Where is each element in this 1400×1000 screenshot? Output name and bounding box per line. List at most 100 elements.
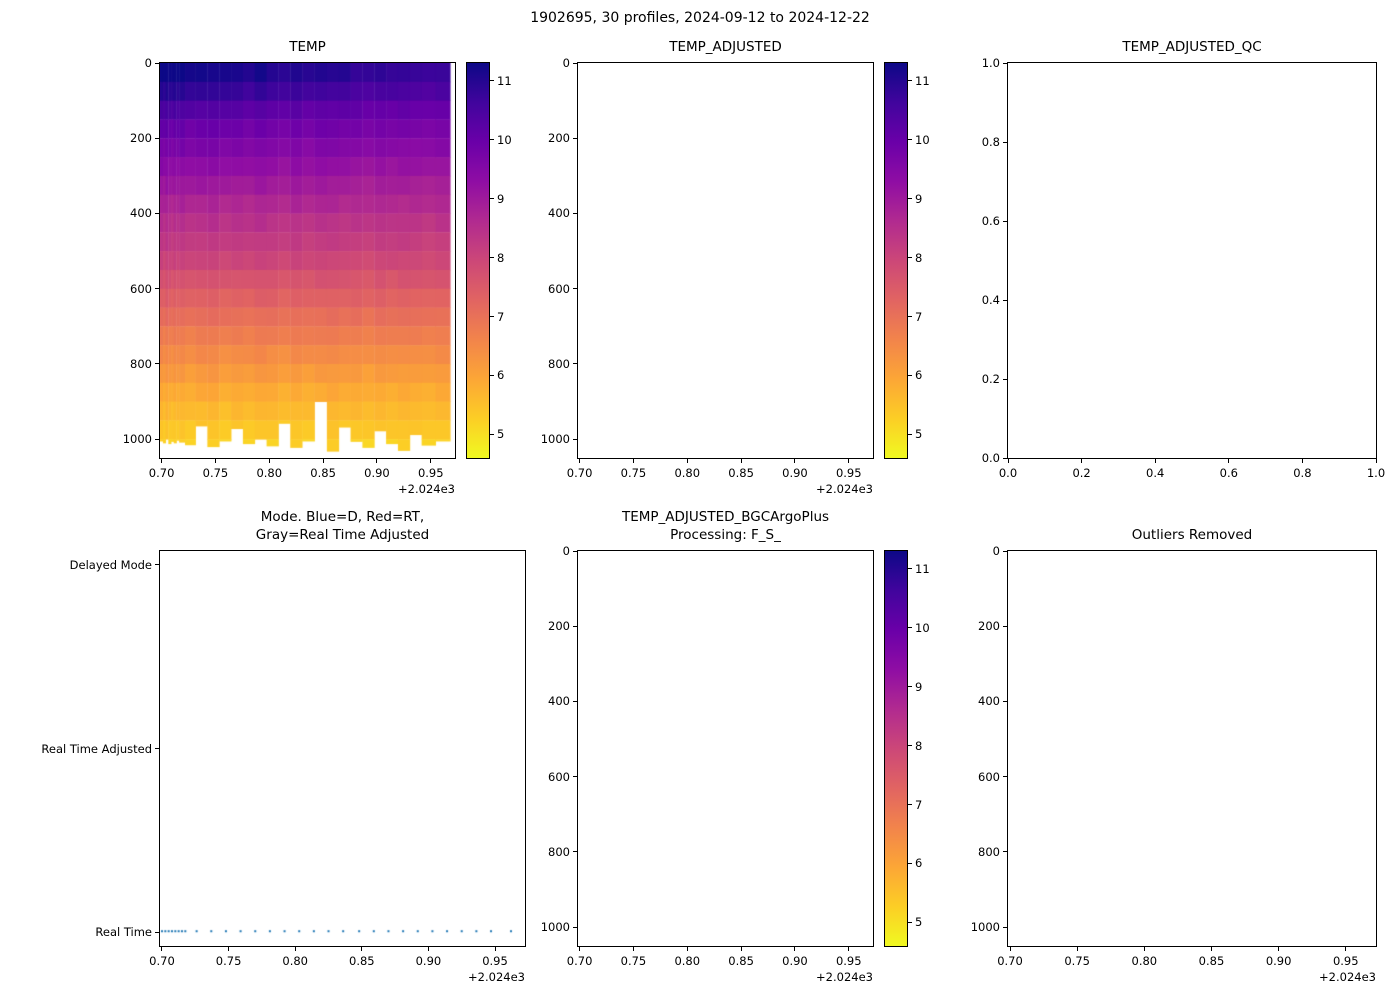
x-tick-label: 0.80 <box>1131 954 1158 968</box>
subplot-title-temp: TEMP <box>289 39 326 56</box>
y-tick-label: Delayed Mode <box>69 557 152 572</box>
y-tick-label: 0 <box>562 544 570 558</box>
colorbar <box>466 62 490 459</box>
x-tick <box>494 947 496 951</box>
colorbar-tick <box>908 921 912 923</box>
x-tick <box>632 947 634 951</box>
colorbar-tick <box>908 862 912 864</box>
x-tick <box>848 947 850 951</box>
colorbar <box>884 550 908 947</box>
x-tick-label: 0.85 <box>728 466 754 480</box>
y-tick <box>573 137 577 139</box>
y-tick-label: 600 <box>548 769 570 784</box>
x-tick <box>268 459 270 463</box>
y-tick <box>155 212 159 214</box>
colorbar-tick <box>908 374 912 376</box>
colorbar-tick <box>490 198 494 200</box>
x-tick <box>161 459 163 463</box>
x-tick <box>1154 459 1156 463</box>
figure-suptitle: 1902695, 30 profiles, 2024-09-12 to 2024… <box>530 10 870 26</box>
colorbar-tick-label: 11 <box>497 73 512 88</box>
x-tick-label: 0.70 <box>566 466 593 480</box>
x-tick <box>740 459 742 463</box>
x-tick <box>228 947 230 951</box>
colorbar-tick <box>908 745 912 747</box>
x-axis-offset-label: +2.024e3 <box>816 970 873 984</box>
y-tick-label: 600 <box>130 281 152 296</box>
x-tick <box>1076 947 1078 951</box>
y-tick-label: 0 <box>562 56 570 70</box>
y-tick <box>573 776 577 778</box>
y-tick-label: Real Time <box>95 925 152 940</box>
y-tick <box>155 438 159 440</box>
x-tick <box>740 947 742 951</box>
y-tick <box>155 137 159 139</box>
x-tick-label: 0.75 <box>620 954 647 968</box>
x-tick <box>430 459 432 463</box>
y-tick <box>1003 378 1007 380</box>
colorbar-tick-label: 7 <box>497 309 505 324</box>
colorbar-tick-label: 7 <box>915 309 923 324</box>
x-tick <box>1375 459 1377 463</box>
y-tick <box>1003 220 1007 222</box>
mode-scatter-canvas <box>160 551 525 946</box>
y-tick <box>1003 141 1007 143</box>
y-tick-label: 800 <box>548 356 570 371</box>
x-tick-label: 0.70 <box>148 466 175 480</box>
temp-heatmap-canvas <box>160 63 455 458</box>
colorbar-tick-label: 8 <box>915 250 923 265</box>
x-tick-label: 0.90 <box>782 954 808 968</box>
x-tick-label: 1.0 <box>1366 466 1386 480</box>
subplot-title-outliers_removed: Outliers Removed <box>1131 527 1253 544</box>
y-tick-label: 0 <box>992 544 1000 558</box>
subplot-title-temp_adjusted_qc: TEMP_ADJUSTED_QC <box>1122 39 1262 56</box>
subplot-temp_adjusted_qc <box>1007 62 1377 459</box>
x-tick-label: 0.75 <box>620 466 647 480</box>
x-tick <box>214 459 216 463</box>
y-tick-label: 800 <box>130 356 152 371</box>
y-tick-label: 0.8 <box>981 135 1000 149</box>
y-tick-label: 0.6 <box>981 214 1000 228</box>
x-tick-label: 0.70 <box>997 954 1023 968</box>
y-tick-label: Real Time Adjusted <box>41 741 152 756</box>
x-tick <box>294 947 296 951</box>
subplot-temp <box>159 62 456 459</box>
colorbar-tick <box>908 257 912 259</box>
x-tick-label: 0.90 <box>782 466 808 480</box>
x-tick <box>1210 947 1212 951</box>
x-tick <box>1345 947 1347 951</box>
x-tick-label: 0.90 <box>1265 954 1292 968</box>
x-tick <box>1081 459 1083 463</box>
y-tick-label: 400 <box>978 694 1000 709</box>
subplot-title-mode: Mode. Blue=D, Red=RT, Gray=Real Time Adj… <box>255 509 430 544</box>
colorbar-tick-label: 10 <box>497 132 512 147</box>
x-tick-label: 0.85 <box>310 466 336 480</box>
y-tick <box>573 212 577 214</box>
x-tick-label: 0.80 <box>674 466 701 480</box>
x-tick-label: 0.85 <box>728 954 754 968</box>
y-tick <box>1003 457 1007 459</box>
x-tick-label: 0.4 <box>1146 466 1165 480</box>
x-tick <box>579 459 581 463</box>
colorbar-tick-label: 10 <box>915 620 930 635</box>
y-tick <box>573 625 577 627</box>
y-tick-label: 800 <box>548 844 570 859</box>
x-tick <box>427 947 429 951</box>
x-tick-label: 0.85 <box>349 954 375 968</box>
colorbar-tick-label: 10 <box>915 132 930 147</box>
y-tick-label: 600 <box>978 769 1000 784</box>
y-tick <box>1003 62 1007 64</box>
y-tick <box>1003 700 1007 702</box>
x-tick-label: 0.95 <box>482 954 508 968</box>
y-tick-label: 0.4 <box>981 293 1000 307</box>
colorbar-tick-label: 5 <box>915 427 923 442</box>
x-tick <box>686 459 688 463</box>
x-tick <box>1007 459 1009 463</box>
y-tick-label: 400 <box>548 694 570 709</box>
colorbar-tick <box>908 198 912 200</box>
y-tick-label: 1000 <box>540 432 570 447</box>
colorbar-tick <box>908 686 912 688</box>
y-tick <box>1003 926 1007 928</box>
colorbar-tick <box>908 433 912 435</box>
x-tick-label: 0.95 <box>835 466 862 480</box>
